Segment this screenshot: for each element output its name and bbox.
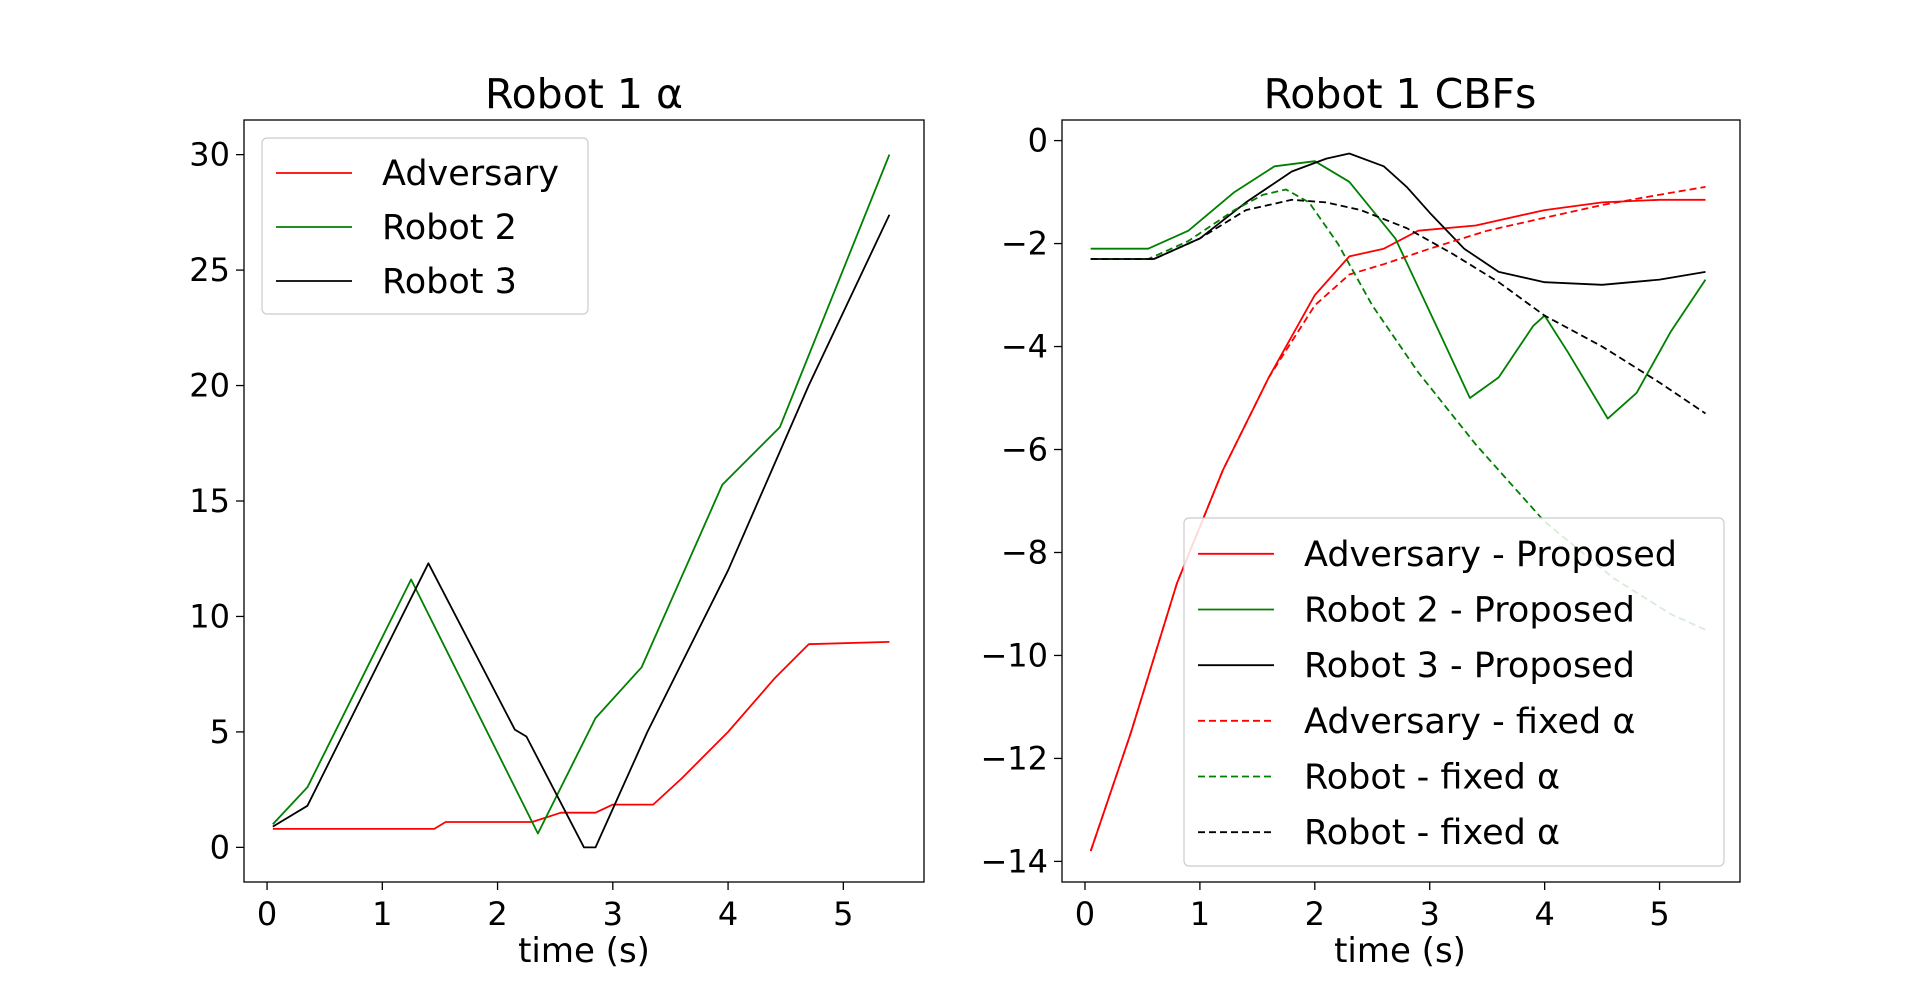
right-ytick-label: −4 — [1001, 328, 1048, 366]
left-ytick-label: 5 — [210, 713, 230, 751]
left-chart-frame — [243, 119, 925, 883]
right-xtick-label: 2 — [1305, 895, 1325, 933]
left-xtick-label: 0 — [257, 895, 277, 933]
right-series-line-1 — [1090, 160, 1707, 420]
right-ytick-label: −10 — [980, 636, 1048, 674]
left-legend-box — [261, 137, 589, 315]
right-series-line-5 — [1090, 198, 1707, 415]
left-ytick-label: 25 — [189, 251, 230, 289]
left-xtick-label: 3 — [603, 895, 623, 933]
right-ytick-label: 0 — [1028, 122, 1048, 160]
left-ytick-label: 0 — [210, 828, 230, 866]
right-chart-legend: Adversary - Proposed Robot 2 - Proposed Ro… — [1183, 517, 1725, 867]
right-series-line-2 — [1090, 152, 1706, 286]
left-xtick-label: 4 — [718, 895, 738, 933]
left-xtick-label: 1 — [372, 895, 392, 933]
right-chart-xlabel: time (s) — [1334, 931, 1466, 971]
left-ytick-label: 30 — [189, 136, 230, 174]
left-chart-lines — [272, 154, 891, 849]
right-legend-label: Robot 3 - Proposed — [1304, 646, 1635, 686]
left-xtick-label: 5 — [833, 895, 853, 933]
left-xtick-label: 2 — [487, 895, 507, 933]
left-chart-title: Robot 1 α — [485, 70, 683, 118]
right-chart-frame — [1061, 119, 1741, 883]
right-xtick-label: 0 — [1075, 895, 1095, 933]
right-legend-label: Adversary - fixed α — [1304, 702, 1635, 742]
right-chart-title: Robot 1 CBFs — [1264, 70, 1537, 118]
right-legend-label: Robot - fixed α — [1304, 813, 1560, 853]
right-legend-label: Adversary - Proposed — [1304, 535, 1677, 575]
right-chart-ticks: 0 1 2 3 4 5 0 −2 −4 −6 −8 −10 −12 −14 — [980, 122, 1669, 933]
right-ytick-label: −14 — [980, 842, 1048, 880]
left-ytick-label: 10 — [189, 597, 230, 635]
left-ytick-label: 15 — [189, 482, 230, 520]
right-legend-box — [1183, 517, 1725, 867]
right-xtick-label: 5 — [1649, 895, 1669, 933]
left-series-line-0 — [272, 641, 890, 830]
left-chart-legend: Adversary Robot 2 Robot 3 — [261, 137, 589, 315]
right-legend-label: Robot 2 - Proposed — [1304, 591, 1635, 631]
right-ytick-label: −2 — [1001, 225, 1048, 263]
left-series-line-1 — [272, 154, 891, 835]
right-ytick-label: −12 — [980, 739, 1048, 777]
right-ytick-label: −6 — [1001, 431, 1048, 469]
left-legend-label: Robot 2 — [382, 208, 517, 248]
right-chart: Robot 1 CBFs 0 1 2 3 4 5 0 −2 −4 −6 −8 −10 −12 −14 ti… — [980, 70, 1741, 971]
left-chart-ticks: 0 1 2 3 4 5 0 5 10 15 20 25 30 — [189, 136, 853, 933]
right-legend-label: Robot - fixed α — [1304, 758, 1560, 798]
left-chart: Robot 1 α 0 1 2 3 4 5 0 5 10 15 20 25 30 time (s) Ad… — [189, 70, 925, 971]
left-legend-label: Robot 3 — [382, 262, 517, 302]
left-legend-label: Adversary — [382, 154, 559, 194]
right-ytick-label: −8 — [1001, 533, 1048, 571]
left-chart-xlabel: time (s) — [518, 931, 650, 971]
left-series-line-2 — [272, 214, 891, 849]
right-xtick-label: 1 — [1190, 895, 1210, 933]
right-xtick-label: 3 — [1420, 895, 1440, 933]
left-ytick-label: 20 — [189, 367, 230, 405]
right-xtick-label: 4 — [1534, 895, 1554, 933]
